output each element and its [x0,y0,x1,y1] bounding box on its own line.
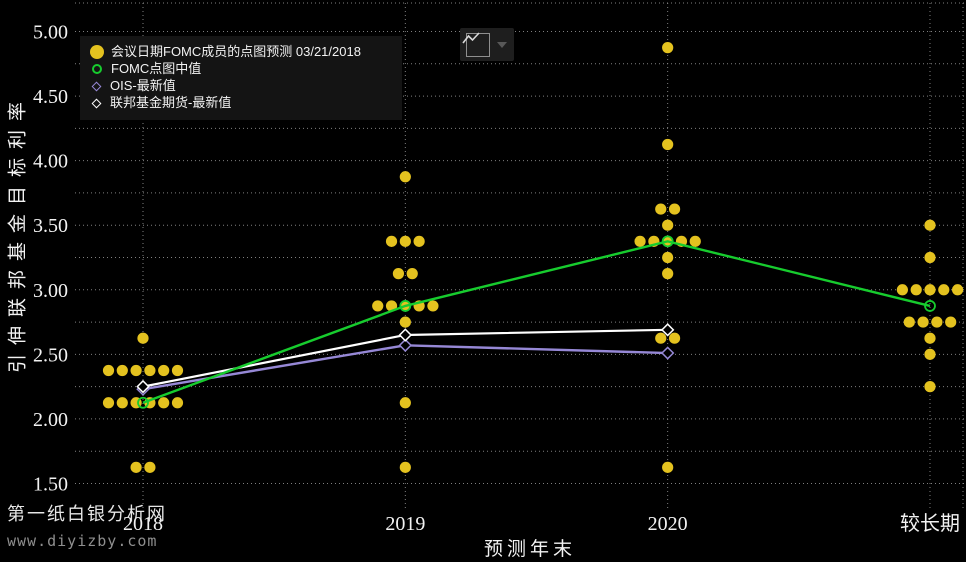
svg-text:3.00: 3.00 [33,280,68,302]
legend-item-label: 联邦基金期货-最新值 [110,95,232,110]
y-axis-title: 引伸联邦基金目标利率 [7,92,29,374]
svg-text:较长期: 较长期 [900,512,960,535]
legend-item-label: OIS-最新值 [110,78,176,93]
series-2 [136,323,675,394]
svg-text:4.00: 4.00 [33,151,68,173]
svg-text:1.50: 1.50 [33,473,68,495]
legend-item-label: FOMC点图中值 [111,61,202,76]
svg-text:2018: 2018 [123,513,163,535]
watermark: 第一纸白银分析网 www.diyizby.com [7,500,167,550]
svg-text:2020: 2020 [648,513,688,535]
svg-text:3.50: 3.50 [33,215,68,237]
open-circle-icon [92,64,102,74]
series-0 [137,235,936,409]
line-chart-icon [462,32,490,57]
open-diamond-icon [91,81,102,91]
legend-item-label: 会议日期FOMC成员的点图预测 03/21/2018 [111,44,361,59]
svg-text:2019: 2019 [385,513,425,535]
open-diamond-icon [91,98,102,108]
legend-item-fed-funds-futures[interactable]: 联邦基金期货-最新值 [90,95,390,111]
legend-item-fomc-median[interactable]: FOMC点图中值 [90,61,390,77]
legend-item-ois[interactable]: OIS-最新值 [90,78,390,94]
svg-text:2.00: 2.00 [33,409,68,431]
fomc-dots [102,42,964,473]
axis-tick-labels: 5.00 4.50 4.00 3.50 3.00 2.50 2.00 1.50 2018 2019… [33,22,960,536]
legend: 会议日期FOMC成员的点图预测 03/21/2018 FOMC点图中值 OIS-… [80,36,402,120]
filled-circle-icon [90,45,104,59]
watermark-url: www.diyizby.com [7,532,158,550]
watermark-title: 第一纸白银分析网 [7,504,167,524]
svg-text:2.50: 2.50 [33,344,68,366]
legend-item-fomc-dots[interactable]: 会议日期FOMC成员的点图预测 03/21/2018 [90,44,390,60]
svg-text:5.00: 5.00 [33,22,68,44]
x-axis-title: 预测年末 [483,539,577,560]
chart-type-button[interactable] [460,28,514,61]
chevron-down-icon[interactable] [497,41,507,48]
svg-text:4.50: 4.50 [33,86,68,108]
